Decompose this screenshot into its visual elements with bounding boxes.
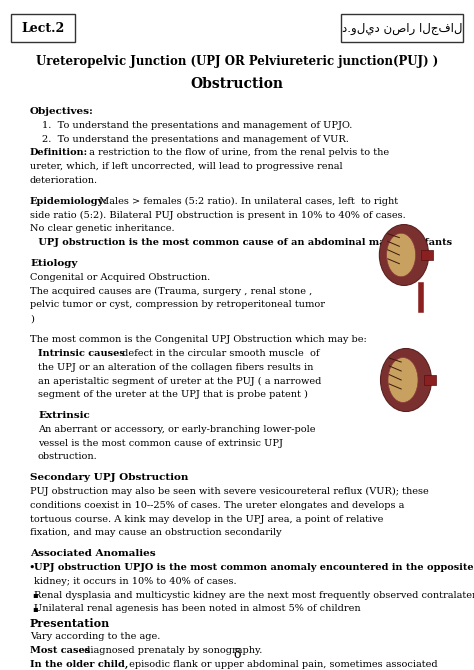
- Text: tortuous course. A kink may develop in the UPJ area, a point of relative: tortuous course. A kink may develop in t…: [30, 515, 383, 523]
- Text: ẟ: ẟ: [233, 648, 241, 661]
- Bar: [424, 375, 436, 385]
- Text: Vary according to the age.: Vary according to the age.: [30, 632, 160, 641]
- FancyBboxPatch shape: [341, 14, 463, 42]
- Text: Males > females (5:2 ratio). In unilateral cases, left  to right: Males > females (5:2 ratio). In unilater…: [96, 197, 398, 206]
- Text: vessel is the most common cause of extrinsic UPJ: vessel is the most common cause of extri…: [38, 439, 283, 448]
- Text: •: •: [28, 563, 35, 573]
- Text: fixation, and may cause an obstruction secondarily: fixation, and may cause an obstruction s…: [30, 529, 282, 537]
- Text: Unilateral renal agenesis has been noted in almost 5% of children: Unilateral renal agenesis has been noted…: [34, 604, 361, 614]
- Text: 1.  To understand the presentations and management of UPJO.: 1. To understand the presentations and m…: [42, 121, 352, 130]
- Text: UPJ obstruction UPJO is the most common anomaly encountered in the opposite: UPJ obstruction UPJO is the most common …: [34, 563, 474, 572]
- Text: In the older child,: In the older child,: [30, 659, 128, 669]
- Text: Renal dysplasia and multicystic kidney are the next most frequently observed con: Renal dysplasia and multicystic kidney a…: [34, 590, 474, 600]
- Text: Presentation: Presentation: [30, 618, 110, 629]
- Text: PUJ obstruction may also be seen with severe vesicoureteral reflux (VUR); these: PUJ obstruction may also be seen with se…: [30, 487, 429, 496]
- Text: Congenital or Acquired Obstruction.: Congenital or Acquired Obstruction.: [30, 273, 210, 282]
- Text: UPJ obstruction is the most common cause of an abdominal mass in infants: UPJ obstruction is the most common cause…: [35, 239, 452, 247]
- Text: The most common is the Congenital UPJ Obstruction which may be:: The most common is the Congenital UPJ Ob…: [30, 335, 367, 344]
- Text: ): ): [30, 314, 34, 323]
- Text: segment of the ureter at the UPJ that is probe patent ): segment of the ureter at the UPJ that is…: [38, 390, 308, 399]
- Text: defect in the circular smooth muscle  of: defect in the circular smooth muscle of: [119, 349, 319, 358]
- FancyBboxPatch shape: [11, 14, 75, 42]
- Text: obstruction.: obstruction.: [38, 452, 98, 462]
- Text: Ureteropelvic Junction (UPJ OR Pelviureteric junction(PUJ) ): Ureteropelvic Junction (UPJ OR Pelviuret…: [36, 55, 438, 68]
- Ellipse shape: [379, 224, 428, 285]
- Ellipse shape: [381, 348, 431, 411]
- Text: Epidemiology:: Epidemiology:: [30, 197, 108, 206]
- Ellipse shape: [388, 358, 418, 403]
- Text: ureter, which, if left uncorrected, will lead to progressive renal: ureter, which, if left uncorrected, will…: [30, 162, 343, 172]
- Text: Associated Anomalies: Associated Anomalies: [30, 549, 155, 558]
- Text: ▪: ▪: [32, 605, 37, 613]
- Text: the UPJ or an alteration of the collagen fibers results in: the UPJ or an alteration of the collagen…: [38, 362, 313, 372]
- Text: Secondary UPJ Obstruction: Secondary UPJ Obstruction: [30, 473, 188, 482]
- Text: ▪: ▪: [32, 591, 37, 599]
- Text: Objectives:: Objectives:: [30, 107, 94, 116]
- Text: deterioration.: deterioration.: [30, 176, 98, 185]
- Text: an aperistaltic segment of ureter at the PUJ ( a narrowed: an aperistaltic segment of ureter at the…: [38, 377, 321, 385]
- Text: kidney; it occurs in 10% to 40% of cases.: kidney; it occurs in 10% to 40% of cases…: [34, 577, 237, 586]
- Text: episodic flank or upper abdominal pain, sometimes associated: episodic flank or upper abdominal pain, …: [126, 659, 438, 669]
- Text: Definition:: Definition:: [30, 148, 88, 157]
- Text: Most cases: Most cases: [30, 646, 90, 655]
- Text: diagnosed prenataly by sonography.: diagnosed prenataly by sonography.: [81, 646, 262, 655]
- Text: Obstruction: Obstruction: [191, 77, 283, 91]
- Text: Intrinsic causes: Intrinsic causes: [38, 349, 125, 358]
- Text: Lect.2: Lect.2: [21, 21, 64, 34]
- Text: د.وليد نصار الجفال: د.وليد نصار الجفال: [342, 21, 462, 34]
- Ellipse shape: [387, 233, 416, 277]
- Text: conditions coexist in 10--25% of cases. The ureter elongates and develops a: conditions coexist in 10--25% of cases. …: [30, 500, 404, 510]
- Text: Etiology: Etiology: [30, 259, 77, 268]
- Text: The acquired causes are (Trauma, surgery , renal stone ,: The acquired causes are (Trauma, surgery…: [30, 287, 312, 295]
- Text: a restriction to the flow of urine, from the renal pelvis to the: a restriction to the flow of urine, from…: [86, 148, 389, 157]
- Text: side ratio (5:2). Bilateral PUJ obstruction is present in 10% to 40% of cases.: side ratio (5:2). Bilateral PUJ obstruct…: [30, 210, 406, 220]
- Text: No clear genetic inheritance.: No clear genetic inheritance.: [30, 224, 174, 233]
- Text: pelvic tumor or cyst, compression by retroperitoneal tumor: pelvic tumor or cyst, compression by ret…: [30, 300, 325, 310]
- Bar: [421, 251, 433, 260]
- Text: An aberrant or accessory, or early-branching lower-pole: An aberrant or accessory, or early-branc…: [38, 425, 316, 433]
- Text: Extrinsic: Extrinsic: [38, 411, 90, 420]
- Text: 2.  To understand the presentations and management of VUR.: 2. To understand the presentations and m…: [42, 135, 349, 143]
